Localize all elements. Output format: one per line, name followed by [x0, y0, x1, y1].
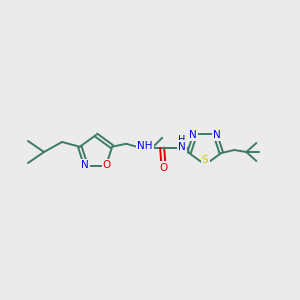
Text: O: O — [103, 160, 111, 170]
Text: N: N — [178, 142, 186, 152]
Text: S: S — [202, 155, 208, 165]
Text: N: N — [213, 130, 221, 140]
Text: N: N — [189, 130, 197, 140]
Text: NH: NH — [137, 141, 153, 151]
Text: N: N — [81, 160, 89, 170]
Text: O: O — [159, 163, 167, 173]
Text: H: H — [178, 135, 186, 145]
